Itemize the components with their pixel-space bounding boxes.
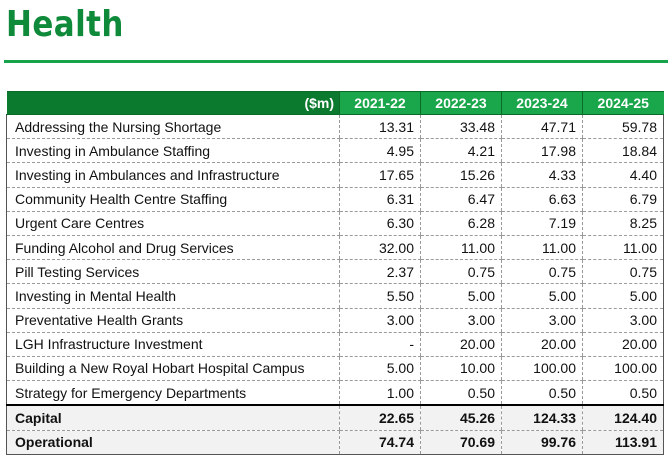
row-value: 0.50 xyxy=(582,380,664,407)
year-header-2024-25: 2024-25 xyxy=(582,91,664,115)
row-label: Addressing the Nursing Shortage xyxy=(6,114,340,140)
table-row: Addressing the Nursing Shortage 13.31 33… xyxy=(6,114,664,140)
row-value: 6.47 xyxy=(420,187,502,212)
row-value: 11.00 xyxy=(501,235,583,261)
row-value: 0.50 xyxy=(420,380,502,407)
summary-row-operational: Operational 74.74 70.69 99.76 113.91 xyxy=(6,430,664,456)
row-value: 3.00 xyxy=(501,308,583,333)
row-value: 8.25 xyxy=(582,211,664,236)
row-label: Preventative Health Grants xyxy=(6,308,340,333)
table-row: LGH Infrastructure Investment - 20.00 20… xyxy=(6,332,664,357)
row-value: 32.00 xyxy=(339,235,421,261)
row-label: Funding Alcohol and Drug Services xyxy=(6,235,340,261)
table-header-row: ($m) 2021-22 2022-23 2023-24 2024-25 xyxy=(6,91,664,115)
year-header-2021-22: 2021-22 xyxy=(339,91,421,115)
row-value: 20.00 xyxy=(420,332,502,357)
row-label: Investing in Mental Health xyxy=(6,283,340,309)
row-value: 10.00 xyxy=(420,356,502,382)
row-value: 11.00 xyxy=(420,235,502,261)
row-value: 5.00 xyxy=(339,356,421,382)
row-label: Strategy for Emergency Departments xyxy=(6,380,340,407)
row-value: 6.30 xyxy=(339,211,421,236)
title-divider xyxy=(4,60,668,63)
row-value: 7.19 xyxy=(501,211,583,236)
table-row: Funding Alcohol and Drug Services 32.00 … xyxy=(6,235,664,261)
summary-value: 74.74 xyxy=(339,430,421,456)
row-value: 6.79 xyxy=(582,187,664,212)
row-value: 0.75 xyxy=(582,259,664,285)
table-row: Investing in Mental Health 5.50 5.00 5.0… xyxy=(6,283,664,309)
summary-value: 124.33 xyxy=(501,405,583,431)
row-value: 5.00 xyxy=(582,283,664,309)
summary-label: Operational xyxy=(6,430,340,456)
row-label: Pill Testing Services xyxy=(6,259,340,285)
row-label: LGH Infrastructure Investment xyxy=(6,332,340,357)
table-row: Pill Testing Services 2.37 0.75 0.75 0.7… xyxy=(6,259,664,285)
row-value: 33.48 xyxy=(420,114,502,140)
summary-value: 113.91 xyxy=(582,430,664,456)
row-value: 17.65 xyxy=(339,162,421,188)
summary-label: Capital xyxy=(6,405,340,431)
row-value: 59.78 xyxy=(582,114,664,140)
row-value: 0.50 xyxy=(501,380,583,407)
row-value: 20.00 xyxy=(501,332,583,357)
row-value: 11.00 xyxy=(582,235,664,261)
row-value: 100.00 xyxy=(501,356,583,382)
summary-value: 22.65 xyxy=(339,405,421,431)
row-value: 3.00 xyxy=(582,308,664,333)
row-value: 47.71 xyxy=(501,114,583,140)
table-row: Preventative Health Grants 3.00 3.00 3.0… xyxy=(6,308,664,333)
health-budget-table: ($m) 2021-22 2022-23 2023-24 2024-25 Add… xyxy=(6,91,664,456)
year-header-2023-24: 2023-24 xyxy=(501,91,583,115)
table-row: Building a New Royal Hobart Hospital Cam… xyxy=(6,356,664,382)
row-value: 13.31 xyxy=(339,114,421,140)
table-row: Urgent Care Centres 6.30 6.28 7.19 8.25 xyxy=(6,211,664,236)
unit-header: ($m) xyxy=(6,91,340,115)
row-value: 6.31 xyxy=(339,187,421,212)
row-value: 17.98 xyxy=(501,138,583,164)
row-value: 4.33 xyxy=(501,162,583,188)
year-header-2022-23: 2022-23 xyxy=(420,91,502,115)
page-title: Health xyxy=(6,4,124,45)
summary-value: 124.40 xyxy=(582,405,664,431)
row-value: 0.75 xyxy=(420,259,502,285)
row-value: 1.00 xyxy=(339,380,421,407)
row-value: 5.00 xyxy=(420,283,502,309)
row-label: Building a New Royal Hobart Hospital Cam… xyxy=(6,356,340,382)
row-value: 5.50 xyxy=(339,283,421,309)
row-value: 4.40 xyxy=(582,162,664,188)
table-row: Strategy for Emergency Departments 1.00 … xyxy=(6,380,664,407)
table-row: Community Health Centre Staffing 6.31 6.… xyxy=(6,187,664,212)
row-value: 5.00 xyxy=(501,283,583,309)
table-row: Investing in Ambulances and Infrastructu… xyxy=(6,162,664,188)
row-label: Investing in Ambulances and Infrastructu… xyxy=(6,162,340,188)
row-value: 4.21 xyxy=(420,138,502,164)
row-value: 3.00 xyxy=(339,308,421,333)
table-row: Investing in Ambulance Staffing 4.95 4.2… xyxy=(6,138,664,164)
summary-value: 45.26 xyxy=(420,405,502,431)
row-value: 100.00 xyxy=(582,356,664,382)
row-value: - xyxy=(339,332,421,357)
row-value: 18.84 xyxy=(582,138,664,164)
row-label: Investing in Ambulance Staffing xyxy=(6,138,340,164)
row-label: Urgent Care Centres xyxy=(6,211,340,236)
row-value: 6.28 xyxy=(420,211,502,236)
summary-row-capital: Capital 22.65 45.26 124.33 124.40 xyxy=(6,405,664,431)
row-value: 4.95 xyxy=(339,138,421,164)
summary-value: 70.69 xyxy=(420,430,502,456)
row-value: 3.00 xyxy=(420,308,502,333)
row-value: 0.75 xyxy=(501,259,583,285)
row-label: Community Health Centre Staffing xyxy=(6,187,340,212)
row-value: 20.00 xyxy=(582,332,664,357)
row-value: 15.26 xyxy=(420,162,502,188)
row-value: 2.37 xyxy=(339,259,421,285)
row-value: 6.63 xyxy=(501,187,583,212)
summary-value: 99.76 xyxy=(501,430,583,456)
